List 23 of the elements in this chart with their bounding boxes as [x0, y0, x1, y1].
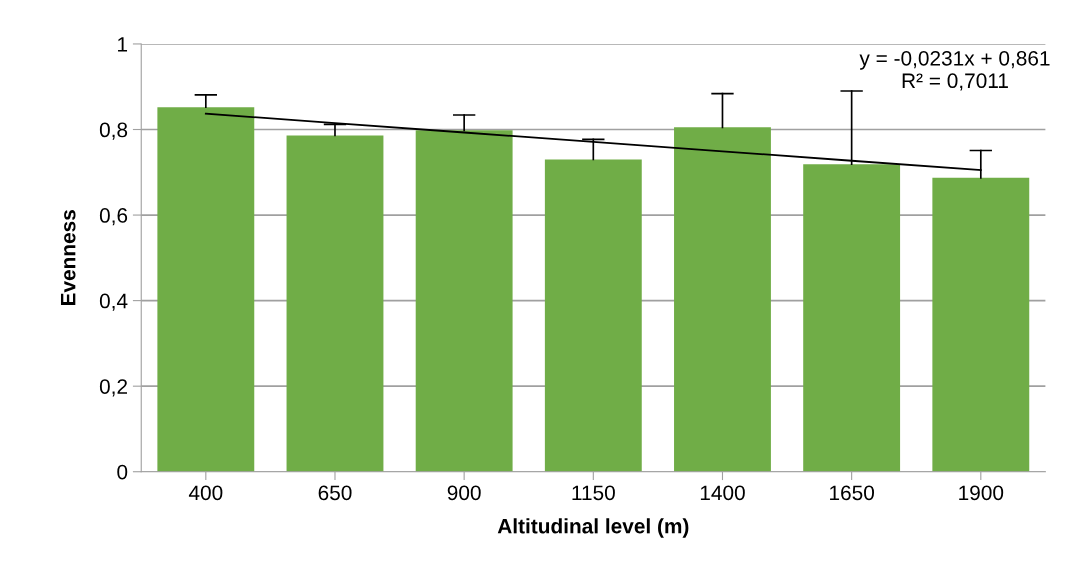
x-tick-label: 900	[447, 485, 481, 501]
bar	[286, 135, 384, 472]
bar	[803, 164, 901, 472]
bar	[544, 159, 642, 472]
y-tick-label: 0,6	[99, 208, 128, 226]
y-tick-label: 0,2	[99, 379, 127, 397]
bar	[415, 130, 513, 472]
x-axis-title: Altitudinal level (m)	[497, 518, 689, 538]
y-tick-label: 1	[118, 37, 128, 52]
y-tick-label: 0	[117, 464, 128, 480]
x-tick-label: 1150	[572, 485, 615, 501]
bar	[157, 107, 255, 472]
x-tick-label: 650	[318, 485, 352, 501]
x-tick-label: 1650	[830, 485, 874, 501]
annotation: y = -0,0231x + 0,861 R² = 0,7011	[859, 50, 1050, 91]
bar	[674, 127, 771, 472]
x-tick-label: 400	[188, 485, 223, 501]
y-tick-label: 0,8	[99, 122, 128, 140]
y-axis-title: Evenness	[60, 210, 76, 306]
bar	[932, 177, 1030, 472]
y-tick-label: 0,4	[99, 293, 128, 311]
x-tick-label: 1900	[959, 485, 1004, 501]
x-tick-label: 1400	[700, 485, 745, 501]
